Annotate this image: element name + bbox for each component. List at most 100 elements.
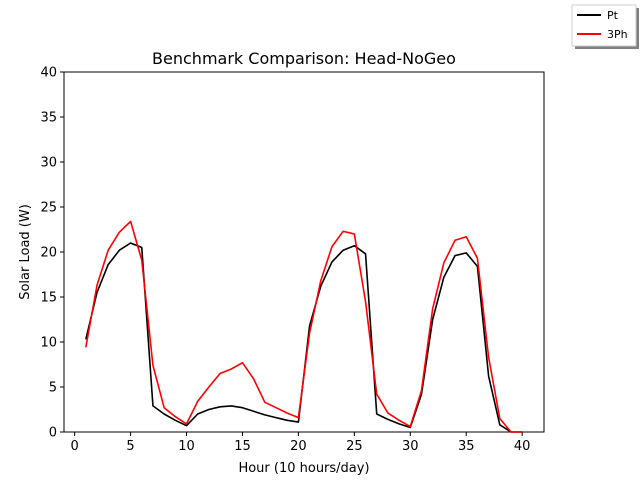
data-point bbox=[163, 413, 165, 415]
y-tick-label: 40 bbox=[40, 66, 57, 81]
x-tick-label: 0 bbox=[70, 439, 78, 454]
y-axis-label: Solar Load (W) bbox=[18, 204, 33, 300]
y-tick-label: 20 bbox=[40, 246, 57, 261]
data-point bbox=[219, 373, 221, 375]
data-point bbox=[152, 365, 154, 367]
x-axis-label: Hour (10 hours/day) bbox=[238, 461, 369, 476]
data-point bbox=[175, 420, 177, 422]
data-point bbox=[107, 264, 109, 266]
data-point bbox=[510, 431, 512, 433]
data-point bbox=[309, 332, 311, 334]
data-point bbox=[331, 246, 333, 248]
data-point bbox=[96, 285, 98, 287]
data-point bbox=[387, 412, 389, 414]
data-point bbox=[264, 402, 266, 404]
data-point bbox=[275, 407, 277, 409]
data-point bbox=[141, 247, 143, 249]
data-point bbox=[107, 249, 109, 251]
data-point bbox=[499, 418, 501, 420]
y-tick-label: 0 bbox=[49, 426, 57, 441]
data-point bbox=[163, 407, 165, 409]
data-point bbox=[130, 221, 132, 223]
data-point bbox=[443, 276, 445, 278]
data-point bbox=[465, 252, 467, 254]
y-tick-label: 5 bbox=[49, 381, 57, 396]
x-tick-label: 35 bbox=[458, 439, 475, 454]
data-point bbox=[175, 416, 177, 418]
x-tick-label: 20 bbox=[290, 439, 307, 454]
data-point bbox=[354, 245, 356, 247]
y-axis-ticks: 0 5 10 15 20 25 30 35 40 bbox=[40, 66, 64, 441]
data-point bbox=[230, 368, 232, 370]
data-point bbox=[85, 347, 87, 349]
data-point bbox=[186, 423, 188, 425]
data-point bbox=[342, 249, 344, 251]
data-point bbox=[398, 423, 400, 425]
data-point bbox=[342, 231, 344, 233]
x-tick-label: 15 bbox=[234, 439, 251, 454]
data-point bbox=[197, 413, 199, 415]
data-point bbox=[354, 233, 356, 235]
data-point bbox=[454, 255, 456, 257]
data-point bbox=[298, 421, 300, 423]
data-point bbox=[286, 412, 288, 414]
y-tick-label: 25 bbox=[40, 201, 57, 216]
data-point bbox=[499, 424, 501, 426]
data-point bbox=[141, 259, 143, 261]
chart-title: Benchmark Comparison: Head-NoGeo bbox=[152, 49, 456, 68]
data-point bbox=[275, 417, 277, 419]
data-point bbox=[152, 405, 154, 407]
data-point bbox=[488, 375, 490, 377]
legend: Pt 3Ph bbox=[571, 4, 639, 49]
y-tick-label: 30 bbox=[40, 156, 57, 171]
series-line-3ph bbox=[85, 220, 523, 433]
data-point bbox=[286, 420, 288, 422]
x-tick-label: 25 bbox=[346, 439, 363, 454]
data-point bbox=[477, 258, 479, 260]
data-point bbox=[365, 301, 367, 303]
data-point bbox=[398, 420, 400, 422]
data-point bbox=[376, 413, 378, 415]
data-point bbox=[309, 325, 311, 327]
data-point bbox=[208, 409, 210, 411]
data-point bbox=[454, 240, 456, 242]
data-point bbox=[242, 407, 244, 409]
data-point bbox=[298, 417, 300, 419]
data-point bbox=[465, 236, 467, 238]
x-tick-label: 10 bbox=[178, 439, 195, 454]
data-point bbox=[119, 231, 121, 233]
data-point bbox=[119, 249, 121, 251]
legend-label-3ph: 3Ph bbox=[607, 28, 628, 41]
data-point bbox=[186, 425, 188, 427]
x-tick-label: 5 bbox=[126, 439, 134, 454]
data-point bbox=[488, 357, 490, 359]
data-point bbox=[219, 406, 221, 408]
data-point bbox=[264, 414, 266, 416]
data-point bbox=[242, 362, 244, 364]
y-tick-label: 15 bbox=[40, 291, 57, 306]
data-point bbox=[421, 390, 423, 392]
data-point bbox=[432, 319, 434, 321]
data-point bbox=[253, 378, 255, 380]
legend-label-pt: Pt bbox=[607, 9, 619, 22]
data-point bbox=[521, 431, 523, 433]
data-point bbox=[230, 405, 232, 407]
x-axis-ticks: 0 5 10 15 20 25 30 35 40 bbox=[70, 432, 530, 454]
x-tick-label: 40 bbox=[514, 439, 531, 454]
data-point bbox=[365, 253, 367, 255]
x-tick-label: 30 bbox=[402, 439, 419, 454]
data-point bbox=[253, 411, 255, 413]
legend-box bbox=[571, 4, 637, 47]
data-point bbox=[432, 308, 434, 310]
data-point bbox=[320, 280, 322, 282]
y-tick-label: 35 bbox=[40, 111, 57, 126]
data-point bbox=[387, 419, 389, 421]
data-point bbox=[331, 261, 333, 263]
data-point bbox=[130, 242, 132, 244]
data-point bbox=[208, 386, 210, 388]
data-point bbox=[376, 393, 378, 395]
data-point bbox=[197, 401, 199, 403]
data-point bbox=[443, 262, 445, 264]
